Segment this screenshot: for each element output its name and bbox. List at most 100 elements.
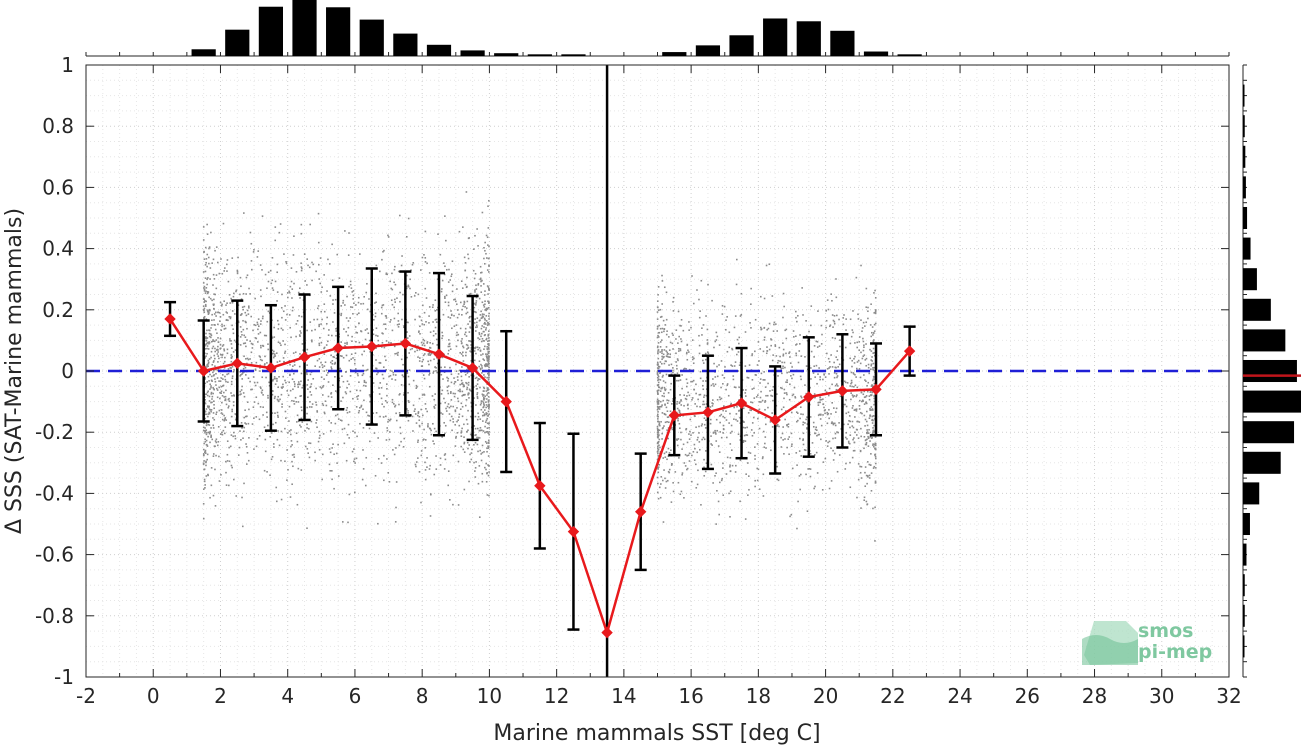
scatter-point (457, 339, 459, 342)
scatter-point (485, 401, 487, 403)
scatter-point (460, 280, 463, 282)
scatter-point (353, 491, 356, 494)
scatter-point (207, 361, 210, 364)
scatter-point (395, 506, 397, 509)
scatter-point (431, 342, 434, 345)
x-tick-label: 22 (880, 684, 905, 708)
scatter-point (247, 422, 250, 425)
scatter-point (368, 339, 371, 342)
scatter-point (310, 385, 312, 388)
scatter-point (672, 367, 674, 369)
scatter-point (707, 283, 709, 286)
scatter-point (263, 426, 266, 429)
top-histogram-bar (527, 54, 552, 56)
scatter-point (810, 305, 813, 307)
scatter-point (868, 372, 871, 375)
scatter-point (221, 303, 223, 306)
scatter-point (771, 359, 774, 362)
scatter-point (395, 481, 398, 483)
scatter-point (679, 412, 682, 415)
scatter-point (239, 344, 242, 346)
scatter-point (276, 300, 278, 302)
scatter-point (267, 280, 270, 283)
scatter-point (701, 438, 703, 441)
scatter-point (730, 402, 732, 405)
scatter-point (423, 323, 426, 326)
scatter-point (751, 401, 754, 404)
scatter-point (487, 300, 489, 303)
scatter-point (474, 467, 477, 469)
scatter-point (412, 404, 415, 407)
scatter-point (442, 378, 444, 380)
scatter-point (285, 417, 287, 419)
scatter-point (767, 406, 769, 409)
scatter-point (387, 421, 389, 423)
scatter-point (459, 388, 461, 391)
scatter-point (681, 374, 683, 376)
scatter-point (456, 376, 459, 378)
scatter-point (420, 319, 423, 322)
scatter-point (227, 280, 230, 283)
scatter-point (873, 369, 876, 372)
scatter-point (213, 369, 215, 372)
scatter-point (221, 272, 224, 275)
scatter-point (664, 388, 667, 391)
scatter-point (872, 444, 874, 447)
scatter-point (771, 389, 774, 391)
scatter-point (270, 458, 273, 461)
scatter-point (806, 400, 808, 403)
scatter-point (204, 402, 207, 405)
scatter-point (362, 364, 364, 367)
scatter-point (485, 328, 487, 331)
scatter-point (790, 374, 792, 377)
scatter-point (417, 356, 419, 358)
scatter-point (479, 314, 482, 316)
scatter-point (486, 392, 489, 395)
scatter-point (261, 215, 264, 217)
scatter-point (207, 341, 210, 344)
scatter-point (759, 378, 762, 380)
scatter-point (488, 373, 490, 376)
scatter-point (669, 388, 672, 391)
scatter-point (695, 392, 697, 395)
scatter-point (206, 347, 208, 350)
scatter-point (808, 468, 811, 470)
scatter-point (345, 330, 348, 333)
scatter-point (316, 410, 318, 412)
scatter-point (873, 395, 875, 397)
scatter-point (835, 356, 838, 358)
scatter-point (822, 378, 824, 381)
scatter-point (231, 395, 233, 397)
top-histogram-bar (897, 54, 922, 56)
scatter-point (229, 302, 232, 304)
scatter-point (208, 332, 211, 335)
scatter-point (321, 286, 323, 289)
scatter-point (259, 264, 262, 266)
scatter-point (212, 494, 215, 497)
scatter-point (657, 415, 659, 418)
scatter-point (866, 429, 868, 431)
scatter-point (329, 430, 332, 432)
scatter-point (485, 404, 488, 406)
scatter-point (206, 352, 208, 355)
scatter-point (689, 430, 691, 433)
scatter-point (697, 436, 699, 439)
scatter-point (671, 332, 674, 335)
scatter-point (873, 354, 876, 357)
scatter-point (671, 400, 674, 402)
scatter-point (205, 305, 207, 307)
scatter-point (663, 412, 666, 415)
scatter-point (444, 453, 447, 455)
scatter-point (447, 377, 450, 380)
scatter-point (783, 392, 786, 394)
scatter-point (663, 330, 665, 333)
scatter-point (351, 450, 354, 453)
scatter-point (870, 489, 873, 492)
scatter-point (484, 249, 486, 252)
scatter-point (656, 458, 659, 461)
scatter-point (874, 457, 877, 460)
scatter-point (487, 322, 490, 324)
scatter-point (219, 337, 222, 340)
scatter-point (240, 285, 242, 288)
scatter-point (698, 344, 701, 347)
